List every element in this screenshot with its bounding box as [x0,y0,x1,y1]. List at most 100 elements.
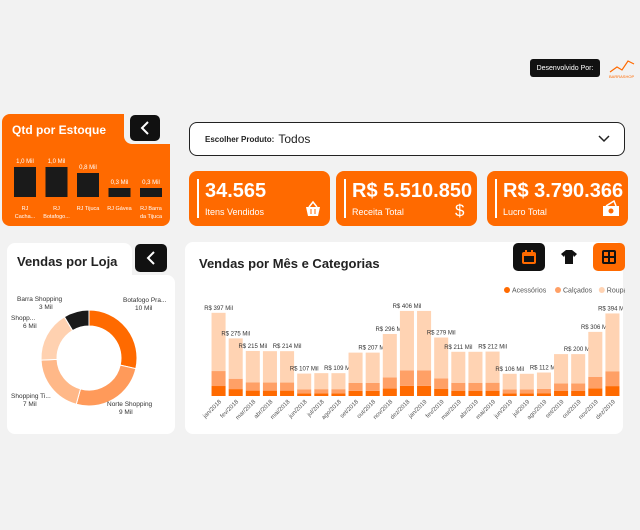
monthly-bar-value: R$ 279 Mil [427,331,456,337]
developer-button[interactable]: Desenvolvido Por: [530,59,600,77]
stock-bar [14,167,36,197]
legend-marker [598,287,605,293]
monthly-bar-segment [297,389,312,394]
monthly-bar-segment [245,350,260,383]
legend-label: Acessórios [512,288,547,295]
stock-bar-label: RJ [53,206,60,212]
monthly-bar-segment [228,338,243,379]
chevron-left-icon [146,251,155,265]
monthly-bar-segment [434,337,449,379]
product-select[interactable]: Escolher Produto: Todos [189,122,625,156]
stock-bar-value: 0,3 Mil [111,180,129,186]
monthly-bar-segment [571,383,586,391]
donut-label-value: 9 Mil [119,409,133,416]
chevron-down-icon [598,135,610,143]
monthly-bar-value: R$ 394 Mil [598,306,623,312]
donut-label-name: Botafogo Pra... [123,297,167,304]
kpi-value: R$ 3.790.366 [503,180,624,202]
monthly-bar-segment [262,382,277,391]
monthly-bar-segment [502,373,517,390]
monthly-bar-segment [211,312,226,372]
stock-bar-label: Cacha... [15,214,36,220]
monthly-bar-segment [280,390,295,396]
monthly-bar-segment [399,385,414,396]
monthly-sales-title: Vendas por Mês e Categorias [199,256,380,271]
monthly-tick-label: mai/2019 [475,399,497,421]
monthly-bar-segment [314,373,329,390]
monthly-bar-segment [262,351,277,383]
brand-logo: BARRASHOP [608,56,638,80]
grid-button[interactable] [593,243,625,271]
donut-label-value: 7 Mil [23,401,37,408]
kpi-label: Receita Total [352,207,404,217]
monthly-bar-segment [502,389,517,394]
donut-label-value: 3 Mil [39,304,53,311]
monthly-bar-segment [331,373,346,390]
monthly-bar-segment [348,352,363,383]
grid-icon [602,250,616,264]
monthly-bar-segment [417,370,432,386]
monthly-bar-segment [365,382,380,391]
monthly-bar-segment [588,376,603,389]
logo-text: BARRASHOP [609,74,634,79]
stock-bar [108,188,131,197]
monthly-bar-segment [502,393,517,396]
monthly-bar-segment [451,382,466,391]
monthly-bar-value: R$ 296 Mil [375,327,404,333]
chevron-left-icon [140,121,149,135]
stock-bar-value: 1,0 Mil [16,159,34,165]
store-back-button[interactable] [135,244,167,272]
stock-bar-label: RJ Gávea [107,206,132,212]
monthly-bar-segment [588,388,603,396]
donut-label-name: Shopp... [11,315,35,322]
monthly-bar-segment [331,389,346,394]
monthly-bar-segment [485,390,500,396]
monthly-bar-value: R$ 200 Mil [564,347,593,353]
monthly-bar-segment [382,333,397,378]
stock-bar-label: RJ [22,206,29,212]
stock-bar-label: Botafogo... [43,214,70,220]
stock-bar-value: 0,3 Mil [142,180,160,186]
monthly-bar-segment [485,382,500,391]
stock-bar-value: 0,8 Mil [79,165,97,171]
donut-label-value: 10 Mil [135,305,153,312]
legend-label: Roupas [607,288,625,295]
legend-marker [504,287,510,293]
monthly-bar-segment [536,393,551,396]
tshirt-button[interactable] [553,243,585,271]
calendar-button[interactable] [513,243,545,271]
monthly-bar-segment [536,388,551,394]
stock-title: Qtd por Estoque [12,123,106,137]
donut-label-name: Shopping Ti... [11,393,51,400]
monthly-bar-segment [554,383,569,391]
kpi-value: R$ 5.510.850 [352,180,473,202]
stock-bar [77,173,99,197]
monthly-bar-value: R$ 214 Mil [273,344,302,350]
monthly-bar-segment [554,354,569,384]
monthly-bar-segment [382,388,397,396]
monthly-bar-segment [245,390,260,396]
kpi-label: Itens Vendidos [205,207,265,217]
monthly-bar-segment [228,378,243,390]
monthly-legend: Acessórios Calçados Roupas [504,287,625,295]
stock-bar [140,188,162,197]
tshirt-icon [561,250,577,264]
donut-label-value: 6 Mil [23,323,37,330]
monthly-bar-value: R$ 275 Mil [221,331,250,337]
calendar-icon [522,250,536,264]
monthly-tick-label: dez/2019 [595,399,617,421]
monthly-bar-segment [211,371,226,387]
stock-bar-label: da Tijuca [140,214,163,220]
stock-back-button[interactable] [130,115,160,141]
monthly-tick-label: jun/2018 [287,399,309,421]
monthly-bar-segment [605,386,620,396]
monthly-bar-segment [605,371,620,387]
monthly-bar-segment [485,351,500,383]
monthly-bar-segment [245,382,260,391]
monthly-tick-label: jun/2019 [493,399,515,421]
monthly-bar-segment [451,390,466,396]
legend-label: Calçados [563,288,593,295]
donut-slice [63,309,90,332]
monthly-bar-segment [331,393,346,396]
